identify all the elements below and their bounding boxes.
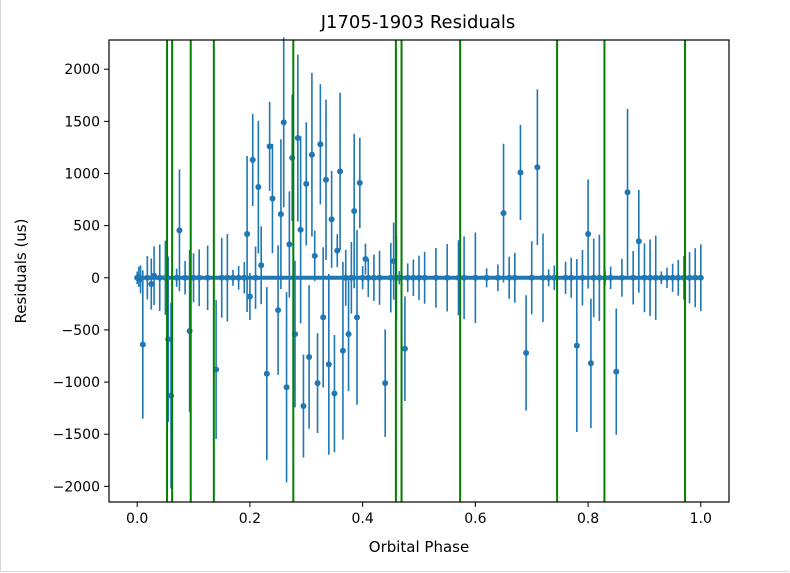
data-point (286, 241, 293, 248)
data-point (334, 247, 341, 254)
y-tick-label: 2000 (64, 62, 100, 78)
data-point (325, 361, 332, 368)
y-tick-label: 500 (73, 219, 100, 235)
y-tick-label: −500 (62, 323, 100, 339)
data-point (176, 227, 183, 234)
data-point (297, 226, 304, 233)
x-axis: 0.0 0.2 0.4 0.6 0.8 1.0 (126, 502, 712, 527)
data-point (624, 189, 631, 196)
data-point (263, 370, 270, 377)
data-point (339, 347, 346, 354)
y-tick-label: 1500 (64, 114, 100, 130)
x-tick-label: 0.2 (239, 511, 261, 527)
axes-frame (108, 39, 730, 503)
data-point (311, 252, 318, 259)
data-point (323, 176, 329, 183)
data-point (613, 368, 620, 375)
data-point (246, 293, 253, 300)
data-point (356, 179, 363, 186)
data-point (148, 281, 155, 288)
y-tick-label: −1000 (53, 375, 100, 391)
x-tick-label: 0.6 (464, 511, 486, 527)
y-tick-label: 0 (91, 271, 100, 287)
data-point (382, 380, 389, 387)
data-point (294, 135, 301, 142)
data-point (523, 349, 530, 356)
data-point (587, 360, 594, 367)
data-point (266, 143, 273, 150)
data-point (362, 256, 369, 263)
data-point (258, 262, 265, 269)
x-axis-label: Orbital Phase (369, 538, 469, 556)
x-tick-label: 1.0 (690, 511, 712, 527)
plot-area (134, 37, 704, 502)
data-point (331, 390, 338, 397)
data-point (277, 211, 284, 218)
data-point (244, 230, 251, 237)
data-point (283, 384, 290, 391)
y-tick-label: −1500 (53, 427, 100, 443)
data-point (317, 141, 324, 148)
chart-title: J1705-1903 Residuals (320, 12, 516, 33)
data-point (306, 354, 313, 361)
data-point (573, 342, 580, 349)
x-tick-label: 0.4 (352, 511, 374, 527)
data-point (300, 403, 307, 410)
data-point (320, 314, 327, 321)
data-point (351, 208, 358, 215)
data-point (401, 345, 408, 352)
data-point (500, 210, 507, 217)
data-point (314, 380, 321, 387)
data-point (269, 195, 276, 202)
data-point (534, 164, 541, 171)
data-point (275, 307, 282, 314)
data-point (328, 216, 335, 223)
y-tick-label: −2000 (53, 479, 100, 495)
y-axis: −2000 −1500 −1000 −500 0 500 1000 1500 2000 (53, 62, 109, 495)
x-tick-label: 0.8 (577, 511, 599, 527)
data-point (139, 341, 146, 348)
data-point (249, 156, 256, 163)
data-point (635, 238, 642, 245)
x-tick-label: 0.0 (126, 511, 148, 527)
data-point (354, 314, 360, 321)
data-point (585, 230, 592, 237)
data-point (303, 180, 310, 187)
y-axis-label: Residuals (us) (12, 219, 30, 324)
data-point (345, 331, 352, 338)
data-point (517, 169, 524, 176)
data-point (280, 119, 287, 126)
data-point (337, 168, 344, 175)
y-tick-label: 1000 (64, 166, 100, 182)
data-point (255, 184, 262, 191)
data-point (308, 151, 315, 158)
